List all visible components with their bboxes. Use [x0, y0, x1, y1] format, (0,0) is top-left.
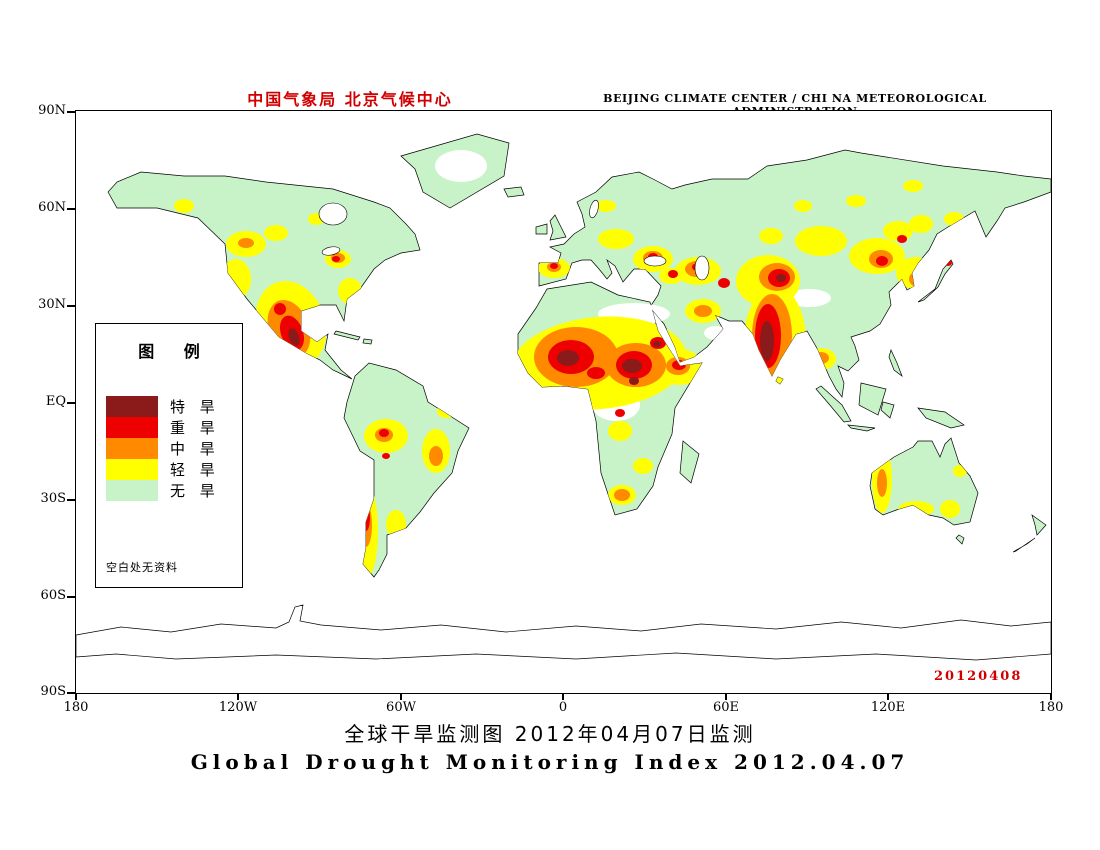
legend-swatch-none: [106, 480, 158, 501]
lat-tick: [67, 596, 75, 598]
legend-item-none: 无 旱: [106, 480, 242, 501]
lon-label-60W: 60W: [386, 700, 416, 715]
lat-label-30S: 30S: [40, 491, 66, 506]
legend-swatch-light: [106, 459, 158, 480]
lat-tick: [67, 692, 75, 694]
lon-label-180E: 180: [1038, 700, 1064, 715]
lat-label-90N: 90N: [38, 103, 66, 118]
lon-label-60E: 60E: [712, 700, 740, 715]
lat-label-60S: 60S: [40, 588, 66, 603]
legend-label-severe: 重 旱: [170, 419, 220, 437]
lat-label-90S: 90S: [40, 684, 66, 699]
lat-tick: [67, 208, 75, 210]
legend-item-light: 轻 旱: [106, 459, 242, 480]
date-stamp: 20120408: [934, 669, 1023, 684]
legend-item-severe: 重 旱: [106, 417, 242, 438]
lat-label-60N: 60N: [38, 200, 66, 215]
lon-label-120E: 120E: [870, 700, 906, 715]
lat-tick: [67, 111, 75, 113]
map-frame: 图 例 特 旱 重 旱 中 旱 轻 旱: [75, 110, 1052, 694]
legend-label-moderate: 中 旱: [170, 440, 220, 458]
world-map-svg: [76, 133, 1051, 661]
legend-note: 空白处无资料: [106, 561, 178, 574]
lon-tick: [725, 694, 727, 700]
lon-tick: [75, 694, 77, 700]
legend-label-none: 无 旱: [170, 482, 220, 500]
antarctica-no-data: [76, 604, 1051, 661]
lat-tick: [67, 305, 75, 307]
legend-label-light: 轻 旱: [170, 461, 220, 479]
legend-swatch-moderate: [106, 438, 158, 459]
lon-tick: [887, 694, 889, 700]
legend-swatch-severe: [106, 417, 158, 438]
lat-tick: [67, 402, 75, 404]
lon-tick: [1050, 694, 1052, 700]
lat-label-EQ: EQ: [45, 394, 66, 409]
legend-title: 图 例: [138, 342, 212, 361]
lon-label-180W: 180: [63, 700, 89, 715]
lon-label-120W: 120W: [218, 700, 258, 715]
inland-seas-layer: [318, 199, 710, 281]
legend-rows: 特 旱 重 旱 中 旱 轻 旱 无 旱: [106, 396, 242, 501]
lon-label-0: 0: [558, 700, 568, 715]
legend-label-extreme: 特 旱: [170, 398, 220, 416]
legend-swatch-extreme: [106, 396, 158, 417]
header-title-chinese: 中国气象局 北京气候中心: [247, 90, 453, 109]
lon-tick: [237, 694, 239, 700]
lon-tick: [400, 694, 402, 700]
footer-title-english: Global Drought Monitoring Index 2012.04.…: [190, 750, 910, 774]
lat-label-30N: 30N: [38, 297, 66, 312]
footer-title-chinese: 全球干旱监测图 2012年04月07日监测: [344, 722, 756, 746]
lat-tick: [67, 499, 75, 501]
legend-item-extreme: 特 旱: [106, 396, 242, 417]
legend-box: 图 例 特 旱 重 旱 中 旱 轻 旱: [95, 323, 243, 588]
lon-tick: [562, 694, 564, 700]
legend-item-moderate: 中 旱: [106, 438, 242, 459]
